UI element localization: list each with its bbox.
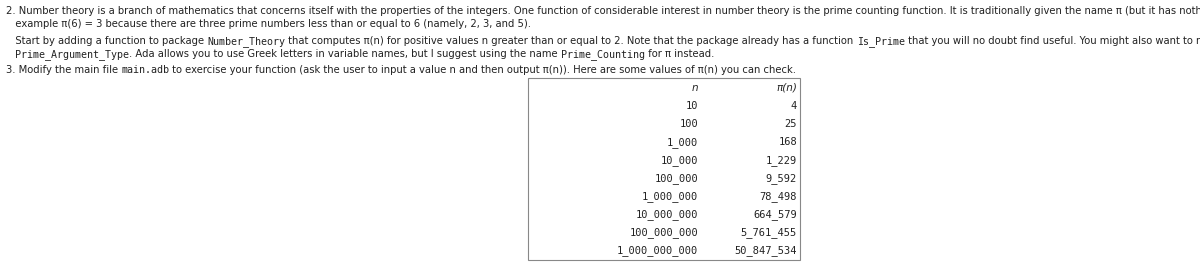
Text: 9_592: 9_592 bbox=[766, 173, 797, 184]
Text: 168: 168 bbox=[779, 137, 797, 147]
Text: 2. Number theory is a branch of mathematics that concerns itself with the proper: 2. Number theory is a branch of mathemat… bbox=[6, 6, 1200, 16]
Text: 78_498: 78_498 bbox=[760, 191, 797, 202]
Text: n: n bbox=[691, 83, 698, 93]
Text: 50_847_534: 50_847_534 bbox=[734, 245, 797, 256]
Text: to exercise your function (ask the user to input a value n and then output π(n)): to exercise your function (ask the user … bbox=[169, 65, 797, 75]
Text: . Ada allows you to use Greek letters in variable names, but I suggest using the: . Ada allows you to use Greek letters in… bbox=[130, 49, 562, 59]
Text: that you will no doubt find useful. You might also want to make use of the defin: that you will no doubt find useful. You … bbox=[905, 36, 1200, 46]
Text: 4: 4 bbox=[791, 101, 797, 111]
Text: example π(6) = 3 because there are three prime numbers less than or equal to 6 (: example π(6) = 3 because there are three… bbox=[6, 19, 530, 29]
Text: Prime_Counting: Prime_Counting bbox=[562, 49, 646, 60]
Text: main.adb: main.adb bbox=[121, 65, 169, 75]
Text: 3. Modify the main file: 3. Modify the main file bbox=[6, 65, 121, 75]
Text: 1_000_000: 1_000_000 bbox=[642, 191, 698, 202]
Text: 10_000_000: 10_000_000 bbox=[636, 209, 698, 220]
Text: Start by adding a function to package: Start by adding a function to package bbox=[6, 36, 208, 46]
Text: 10_000: 10_000 bbox=[660, 155, 698, 166]
Text: 100: 100 bbox=[679, 119, 698, 129]
Text: 25: 25 bbox=[785, 119, 797, 129]
Text: 100_000_000: 100_000_000 bbox=[629, 227, 698, 238]
Text: π(n): π(n) bbox=[776, 83, 797, 93]
Text: Is_Prime: Is_Prime bbox=[857, 36, 905, 47]
Text: 1_000_000_000: 1_000_000_000 bbox=[617, 245, 698, 256]
Text: 1_229: 1_229 bbox=[766, 155, 797, 166]
Text: 100_000: 100_000 bbox=[654, 173, 698, 184]
Text: for π instead.: for π instead. bbox=[646, 49, 714, 59]
Text: 1_000: 1_000 bbox=[667, 137, 698, 148]
Text: Number_Theory: Number_Theory bbox=[208, 36, 286, 47]
Text: Prime_Argument_Type: Prime_Argument_Type bbox=[16, 49, 130, 60]
Text: 664_579: 664_579 bbox=[754, 209, 797, 220]
Text: 10: 10 bbox=[685, 101, 698, 111]
Text: that computes π(n) for positive values n greater than or equal to 2. Note that t: that computes π(n) for positive values n… bbox=[286, 36, 857, 46]
Text: 5_761_455: 5_761_455 bbox=[740, 227, 797, 238]
